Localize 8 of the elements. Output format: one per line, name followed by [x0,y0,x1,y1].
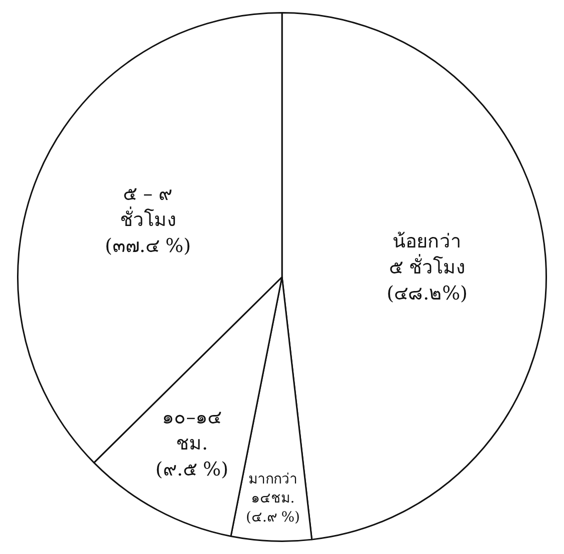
data-label: (๔.๙ %) [246,509,300,526]
slice-label: น้อยกว่า ๕ ชั่วโมง [389,230,466,279]
slice-label: ๑๐–๑๔ ชม. [162,406,222,455]
slice-label: ๕ – ๙ ชั่วโมง [120,182,176,231]
data-label: (๓๗.๔ %) [104,234,191,257]
data-label: (๔๘.๒%) [386,282,468,305]
data-label: (๙.๕ %) [155,458,228,481]
slice-label: มากกว่า ๑๔ชม. [248,471,298,506]
